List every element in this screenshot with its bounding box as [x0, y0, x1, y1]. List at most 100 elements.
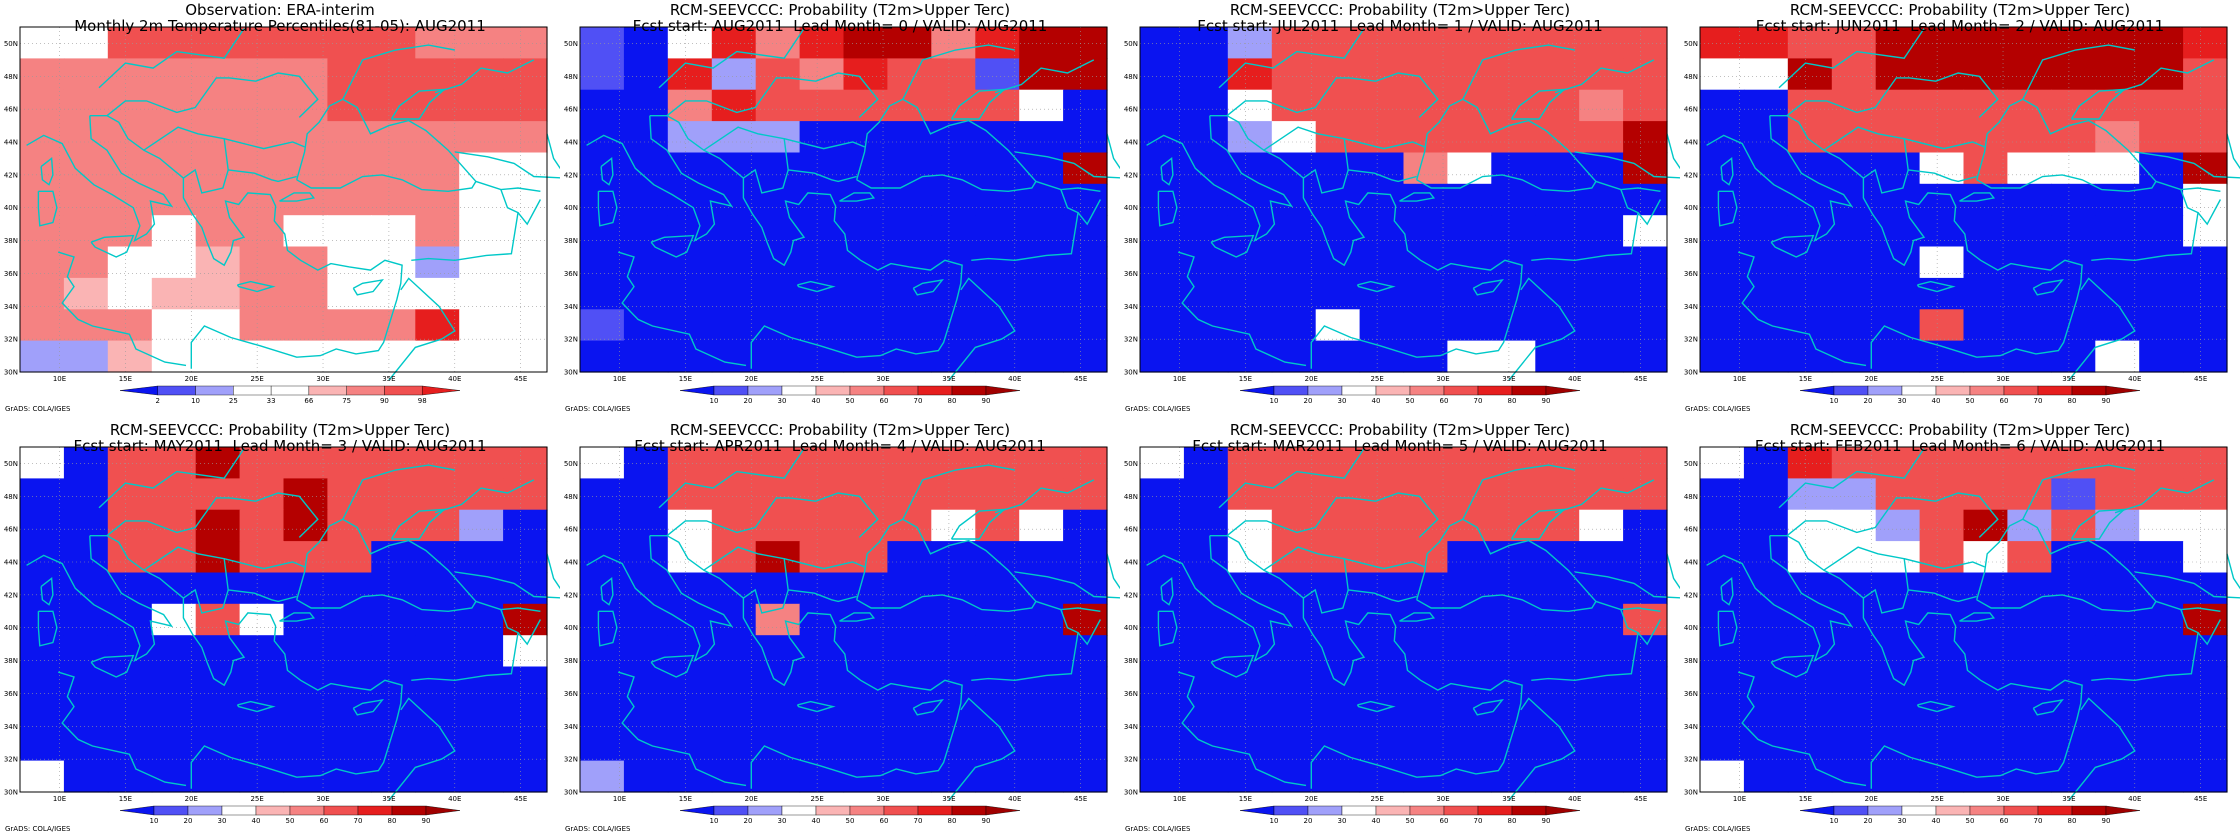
grid-cell	[2051, 340, 2096, 373]
grid-cell	[283, 215, 328, 248]
grid-cell	[887, 447, 932, 479]
coastline	[2091, 609, 2199, 682]
colorbar-tick-label: 10	[1270, 817, 1279, 825]
panel-title: RCM-SEEVCCC: Probability (T2m>Upper Terc…	[109, 421, 451, 439]
map-plot: 30N 32N 34N 36N 38N 40N 42N 44N 46N 48N 50N 10E 15E 2…	[4, 446, 560, 825]
colorbar-swatch	[1409, 385, 1445, 396]
grid-cell	[195, 447, 241, 479]
grid-cell	[503, 572, 548, 605]
grid-cell	[2095, 340, 2140, 373]
coastline	[784, 138, 865, 150]
coastline	[296, 518, 477, 613]
coastline	[1035, 180, 1101, 192]
colorbar-tick-label: 10	[1270, 397, 1279, 405]
lat-tick-label: 30N	[4, 789, 18, 797]
coastline	[236, 280, 276, 293]
grid-cell	[2007, 89, 2052, 122]
grid-cell	[1491, 697, 1536, 730]
grid-cell	[371, 697, 416, 730]
grid-cell	[415, 183, 460, 216]
coastline	[1157, 610, 1178, 647]
coastline	[1554, 59, 1655, 94]
grid-cell	[580, 603, 625, 636]
grid-cell	[1831, 635, 1877, 668]
grid-cell	[2051, 58, 2096, 91]
grid-cell	[107, 340, 153, 373]
grid-cell	[415, 215, 460, 248]
colorbar-tick-label: 50	[846, 817, 855, 825]
coastline	[948, 697, 1016, 801]
grid-cell	[503, 58, 548, 91]
grid-cell	[1359, 277, 1405, 310]
panel-lead-3: 30N 32N 34N 36N 38N 40N 42N 44N 46N 48N 50N 10E 15E 2…	[0, 420, 560, 840]
grid-cell	[1700, 697, 1745, 730]
grid-cell	[151, 309, 197, 342]
grid-cell	[1271, 246, 1317, 279]
coastline	[1574, 571, 1680, 599]
grid-cell	[1227, 541, 1273, 574]
grid-cell	[667, 58, 713, 91]
colorbar-swatch	[195, 385, 234, 396]
grid-cell	[1831, 215, 1877, 248]
coastline	[1666, 553, 1680, 590]
coastline	[1226, 72, 1439, 118]
grid-cell	[711, 340, 757, 373]
grid-cell	[2139, 246, 2184, 279]
grid-cell	[1535, 183, 1580, 216]
lat-tick-label: 46N	[1684, 526, 1698, 534]
coastline	[40, 157, 54, 186]
grid-cell	[887, 215, 932, 248]
grid-cell	[2007, 603, 2052, 636]
grid-cell	[1919, 215, 1965, 248]
coastline	[1786, 72, 1999, 118]
coastline	[26, 535, 174, 663]
panel-lead-2: 30N 32N 34N 36N 38N 40N 42N 44N 46N 48N 50N 10E 15E 2…	[1680, 0, 2240, 420]
coastline	[546, 133, 560, 170]
grid-cell	[1019, 27, 1064, 59]
grid-cell	[283, 572, 328, 605]
coastline	[1574, 151, 1680, 179]
grid-cell	[107, 760, 153, 793]
grid-cell	[459, 309, 504, 342]
grid-cell	[63, 729, 109, 762]
coastline	[600, 577, 614, 606]
grid-cell	[1831, 541, 1877, 574]
grid-cell	[1700, 635, 1745, 668]
colorbar-swatch	[2037, 805, 2073, 816]
grid-cell	[623, 760, 669, 793]
grid-cell	[975, 666, 1020, 699]
colorbar-swatch	[747, 385, 783, 396]
coastline	[902, 44, 1015, 100]
coastline	[296, 98, 477, 193]
colorbar-swatch	[357, 805, 393, 816]
colorbar-swatch	[422, 385, 461, 396]
coastline	[2091, 189, 2199, 262]
grads-credit: GrADS: COLA/IGES	[565, 825, 631, 833]
lat-tick-label: 40N	[1684, 204, 1698, 212]
lat-tick-label: 46N	[564, 526, 578, 534]
grid-cell	[107, 121, 153, 154]
grid-cell	[1623, 27, 1668, 59]
grid-cell	[1019, 340, 1064, 373]
coastline	[617, 251, 747, 367]
lat-tick-label: 46N	[4, 526, 18, 534]
coastline	[228, 169, 297, 183]
colorbar-tick-label: 20	[184, 817, 193, 825]
colorbar-tick-label: 60	[1440, 817, 1449, 825]
colorbar-tick-label: 40	[1372, 817, 1381, 825]
lat-tick-label: 32N	[4, 336, 18, 344]
colorbar-swatch	[2071, 805, 2107, 816]
panel-subtitle: Fcst start: AUG2011 Lead Month= 0 / VALI…	[632, 17, 1048, 35]
plot-frame	[579, 446, 1108, 793]
grid-cell	[503, 760, 548, 793]
grid-cell	[1700, 340, 1745, 373]
grid-cell	[1919, 478, 1965, 511]
grid-cell	[1831, 277, 1877, 310]
grid-cell	[1579, 89, 1624, 122]
grid-cell	[327, 309, 372, 342]
grid-cell	[1787, 697, 1833, 730]
grid-cell	[459, 246, 504, 279]
lat-tick-label: 40N	[4, 204, 18, 212]
grid-cell	[415, 635, 460, 668]
grid-cell	[1700, 760, 1745, 793]
